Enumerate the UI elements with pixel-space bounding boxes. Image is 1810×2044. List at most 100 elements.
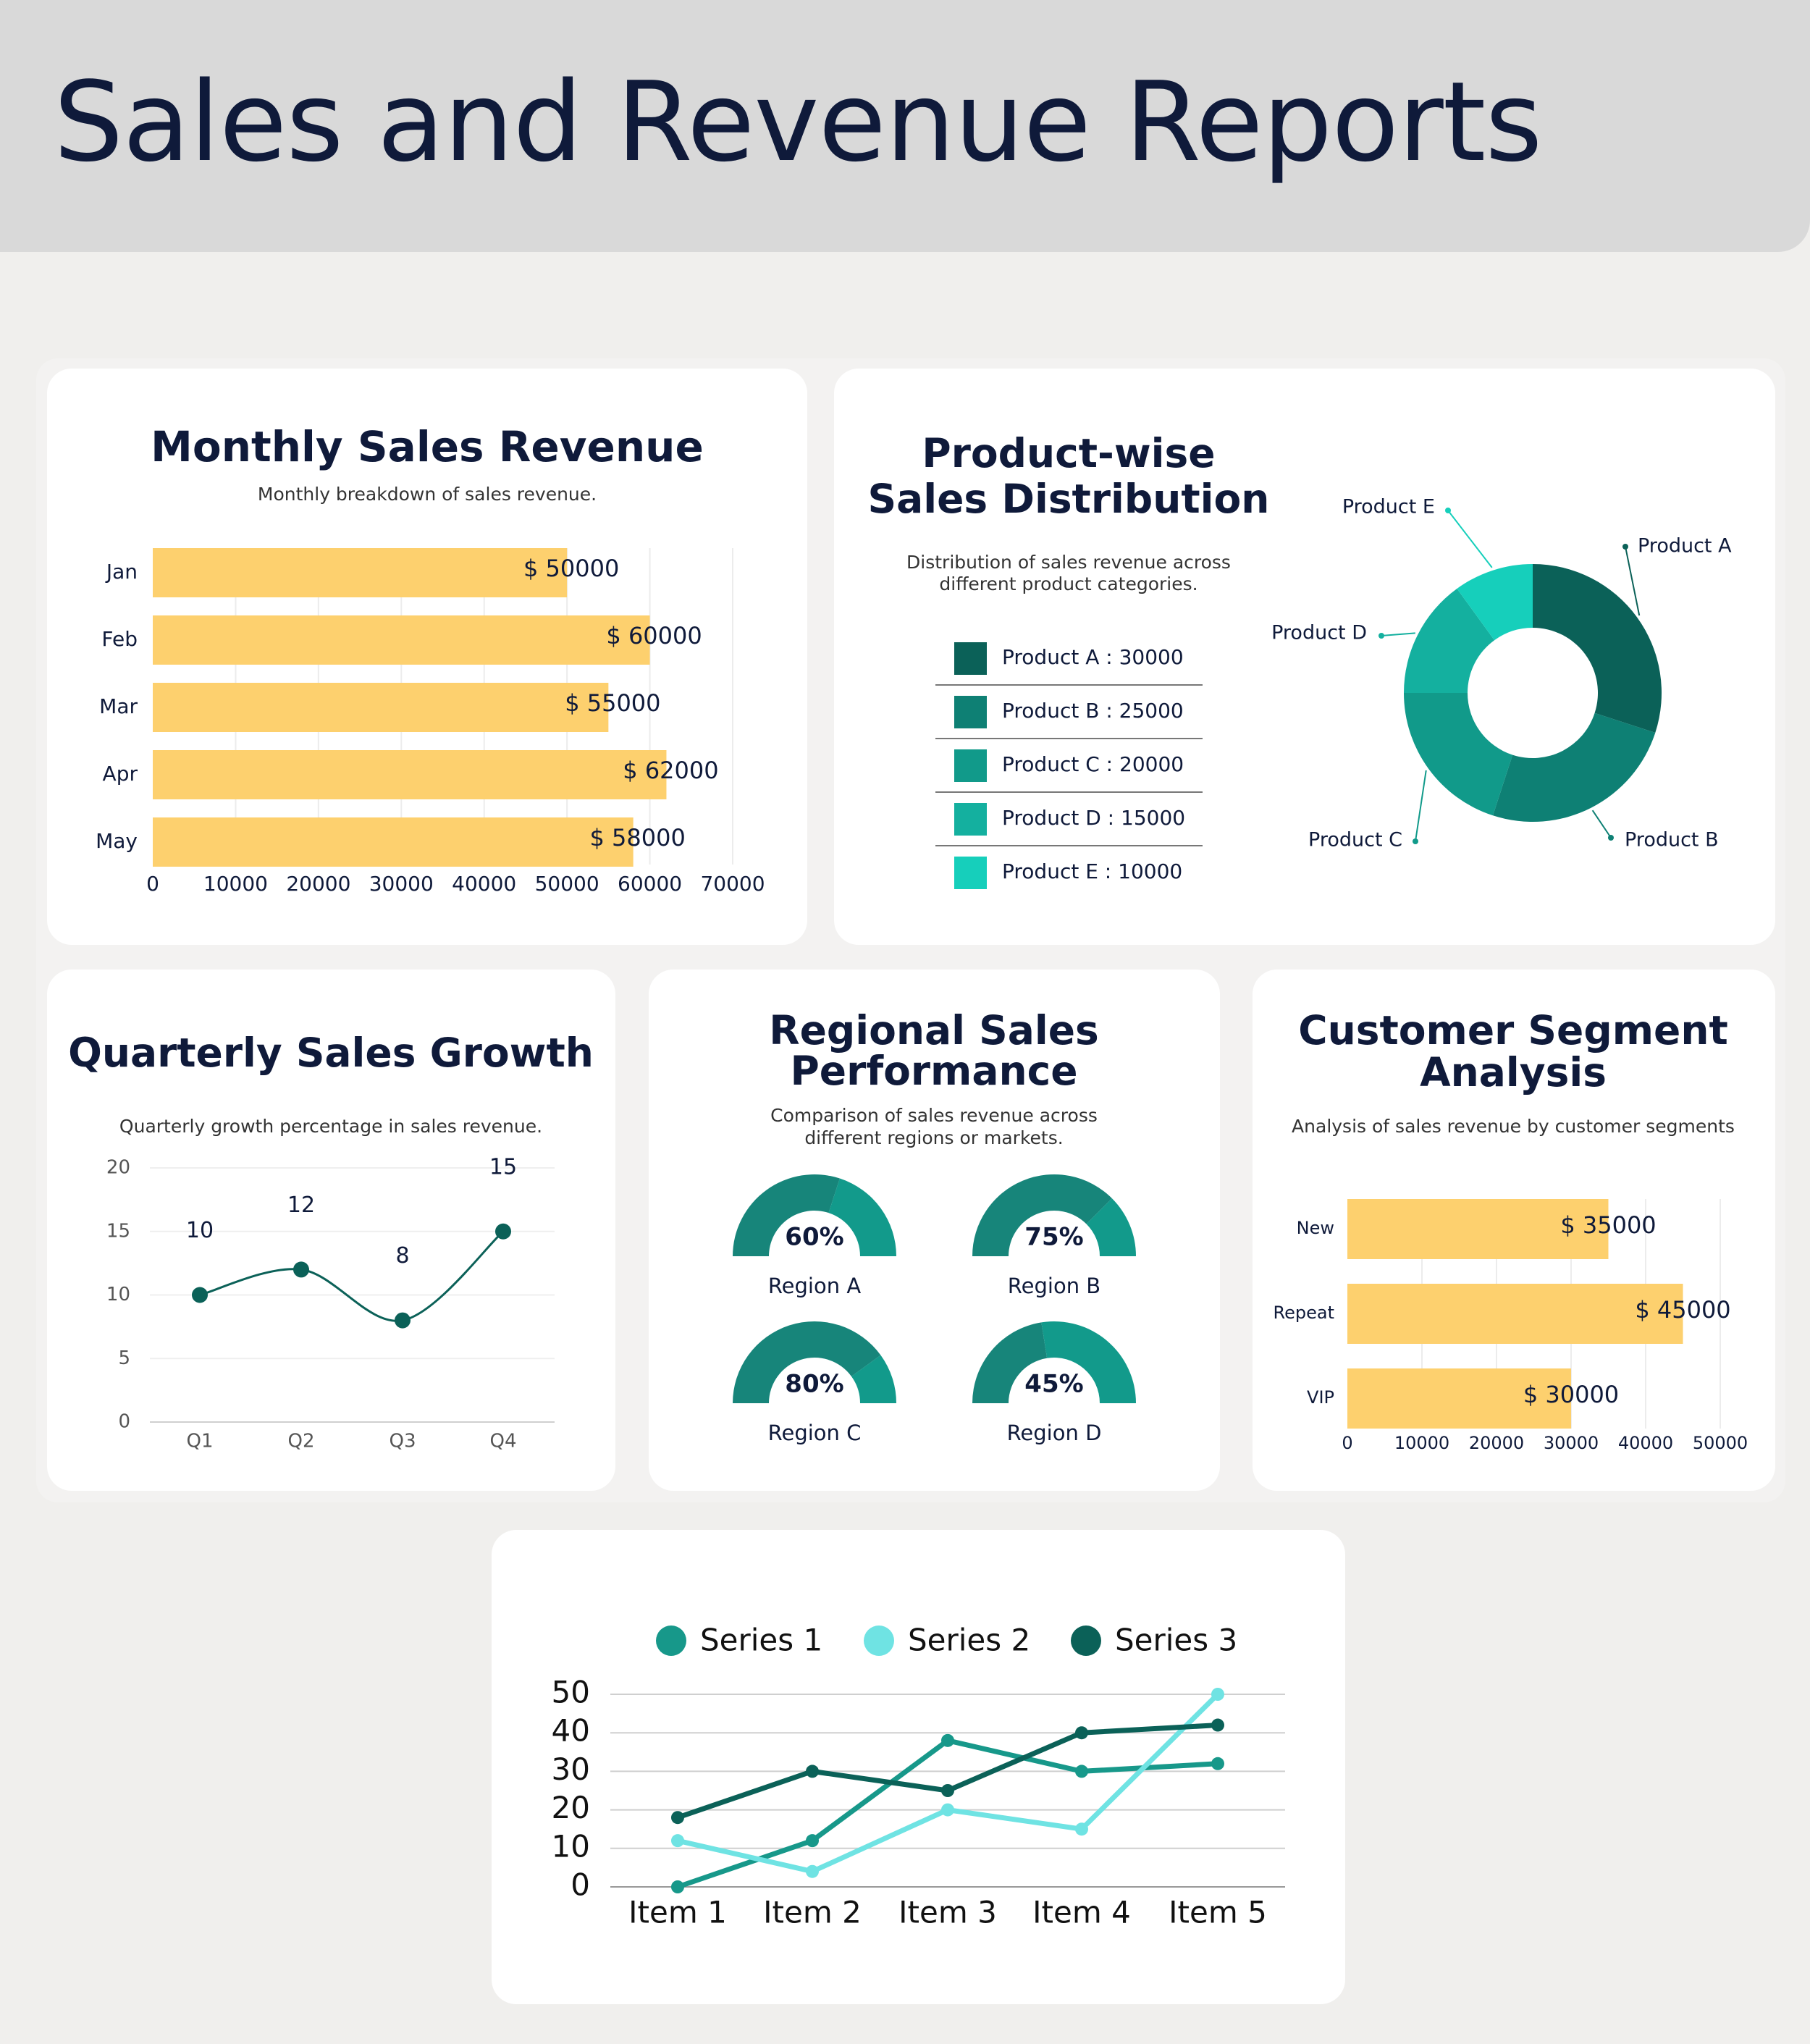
bar-mar — [153, 683, 609, 732]
y-tick-label: 30 — [552, 1751, 590, 1787]
x-tick-label: 40000 — [452, 872, 516, 896]
customer-segment-card: Customer Segment Analysis Analysis of sale… — [1253, 970, 1775, 1491]
gauge-remaining-arc — [1041, 1321, 1136, 1403]
series-3-point — [1211, 1718, 1224, 1732]
bar-value-label: $ 55000 — [565, 689, 660, 717]
series-1-point — [806, 1834, 819, 1848]
gauge-remaining-arc — [1086, 1198, 1136, 1256]
y-tick-label: 20 — [552, 1790, 590, 1825]
quarterly-growth-card: Quarterly Sales Growth Quarterly growth p… — [47, 970, 615, 1491]
monthly-sales-chart: Monthly Sales Revenue Monthly breakdown o… — [96, 422, 765, 896]
y-tick-label: 15 — [106, 1220, 130, 1242]
leader-dot — [1608, 835, 1614, 841]
gauge-label: Region C — [768, 1421, 862, 1445]
regional-performance-card: Regional Sales Performance Comparison of s… — [649, 970, 1220, 1491]
leader-line — [1625, 546, 1641, 616]
gauge-label: Region A — [768, 1274, 861, 1298]
x-tick-label: 10000 — [1394, 1433, 1449, 1453]
chart-subtitle: Quarterly growth percentage in sales rev… — [119, 1116, 542, 1137]
data-label: 8 — [395, 1243, 409, 1269]
leader-line — [1447, 510, 1493, 568]
growth-line — [199, 1230, 504, 1322]
x-tick-label: 70000 — [700, 872, 765, 896]
gauge-value-arc — [972, 1174, 1112, 1256]
chart-title: Regional Sales — [769, 1007, 1099, 1053]
bar-new — [1347, 1199, 1609, 1259]
data-label: 15 — [489, 1154, 517, 1179]
chart-title: Analysis — [1420, 1049, 1607, 1095]
y-tick-label: 50 — [552, 1675, 590, 1710]
x-tick-label: Item 5 — [1169, 1895, 1267, 1930]
series-2-point — [806, 1864, 819, 1878]
leader-dot — [1378, 633, 1384, 639]
x-tick-label: 30000 — [1544, 1433, 1599, 1453]
x-tick-label: Item 1 — [628, 1895, 727, 1930]
series-2-point — [671, 1834, 684, 1848]
legend-swatch — [954, 696, 987, 728]
bar-jan — [153, 548, 568, 597]
gauge-value-arc — [733, 1174, 840, 1256]
slice-label: Product A — [1638, 535, 1732, 558]
x-tick-label: Q3 — [389, 1431, 416, 1452]
legend-swatch — [954, 642, 987, 675]
gauge-remaining-arc — [851, 1355, 896, 1403]
legend-item: Product C : 20000 — [1002, 752, 1184, 776]
chart-title: Monthly Sales Revenue — [151, 422, 704, 471]
slice-product-b — [1492, 712, 1656, 822]
bar-vip — [1347, 1368, 1571, 1429]
page-title: Sales and Revenue Reports — [54, 58, 1542, 186]
bar-value-label: $ 58000 — [590, 824, 686, 851]
gauge-label: Region B — [1008, 1274, 1100, 1298]
quarterly-growth-chart: Quarterly Sales Growth Quarterly growth p… — [68, 1030, 594, 1452]
chart-subtitle: Monthly breakdown of sales revenue. — [258, 484, 597, 505]
gauge-percent: 45% — [1024, 1370, 1083, 1399]
chart-subtitle: Distribution of sales revenue across — [906, 552, 1231, 573]
chart-subtitle: Analysis of sales revenue by customer se… — [1292, 1116, 1735, 1137]
x-tick-label: 0 — [1342, 1433, 1352, 1453]
bar-value-label: $ 45000 — [1635, 1296, 1730, 1324]
bar-value-label: $ 50000 — [523, 555, 619, 582]
series-3-point — [941, 1784, 954, 1797]
x-tick-label: 30000 — [369, 872, 434, 896]
bar-value-label: $ 30000 — [1523, 1381, 1619, 1408]
slice-product-c — [1404, 693, 1513, 816]
series-1-point — [941, 1733, 954, 1747]
data-label: 10 — [186, 1218, 214, 1243]
gauge-value-arc — [972, 1322, 1048, 1403]
leader-line — [1591, 809, 1612, 838]
gauge-remaining-arc — [828, 1178, 896, 1256]
legend-item: Product B : 25000 — [1002, 699, 1184, 723]
data-point — [395, 1312, 411, 1329]
chart-subtitle: Comparison of sales revenue across — [770, 1105, 1098, 1126]
page-header: Sales and Revenue Reports — [0, 0, 1810, 252]
bar-repeat — [1347, 1284, 1683, 1344]
legend-marker — [864, 1625, 894, 1656]
chart-subtitle: different product categories. — [939, 573, 1197, 594]
data-point — [192, 1287, 208, 1303]
chart-title: Customer Segment — [1298, 1007, 1728, 1053]
y-tick-label: 10 — [106, 1284, 130, 1305]
slice-label: Product C — [1308, 829, 1402, 851]
chart-title: Quarterly Sales Growth — [68, 1030, 594, 1076]
bar-value-label: $ 60000 — [606, 622, 702, 649]
category-label: Repeat — [1274, 1303, 1334, 1323]
category-label: Jan — [105, 560, 138, 584]
x-tick-label: Q4 — [489, 1431, 516, 1452]
bar-feb — [153, 615, 650, 665]
slice-label: Product E — [1342, 496, 1435, 518]
data-point — [293, 1261, 309, 1278]
slice-product-a — [1533, 564, 1662, 733]
series-3-point — [806, 1765, 819, 1778]
legend-label: Series 2 — [908, 1623, 1030, 1658]
x-tick-label: 40000 — [1618, 1433, 1673, 1453]
category-label: May — [96, 829, 138, 853]
legend-label: Series 1 — [700, 1623, 822, 1658]
y-tick-label: 10 — [552, 1828, 590, 1864]
y-tick-label: 5 — [118, 1347, 130, 1369]
series-1-point — [1211, 1757, 1224, 1770]
y-tick-label: 0 — [118, 1411, 130, 1433]
data-point — [495, 1223, 511, 1240]
category-label: Apr — [103, 762, 138, 786]
